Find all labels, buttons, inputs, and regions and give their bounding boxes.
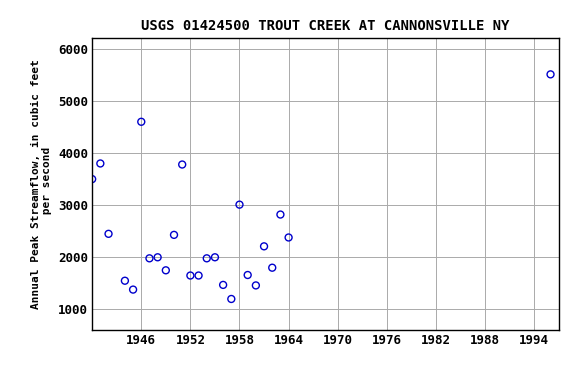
Point	[161, 267, 170, 273]
Point	[186, 273, 195, 279]
Point	[243, 272, 252, 278]
Point	[284, 234, 293, 240]
Point	[251, 282, 260, 288]
Y-axis label: Annual Peak Streamflow, in cubic feet
 per second: Annual Peak Streamflow, in cubic feet pe…	[31, 60, 52, 309]
Point	[169, 232, 179, 238]
Point	[104, 231, 113, 237]
Point	[268, 265, 277, 271]
Point	[96, 161, 105, 167]
Point	[120, 278, 130, 284]
Point	[88, 176, 97, 182]
Point	[546, 71, 555, 78]
Point	[137, 119, 146, 125]
Point	[145, 255, 154, 262]
Point	[227, 296, 236, 302]
Point	[235, 202, 244, 208]
Point	[153, 254, 162, 260]
Point	[210, 254, 219, 260]
Point	[194, 273, 203, 279]
Point	[128, 286, 138, 293]
Title: USGS 01424500 TROUT CREEK AT CANNONSVILLE NY: USGS 01424500 TROUT CREEK AT CANNONSVILL…	[141, 19, 510, 33]
Point	[177, 161, 187, 167]
Point	[218, 282, 228, 288]
Point	[259, 243, 268, 250]
Point	[202, 255, 211, 262]
Point	[276, 212, 285, 218]
